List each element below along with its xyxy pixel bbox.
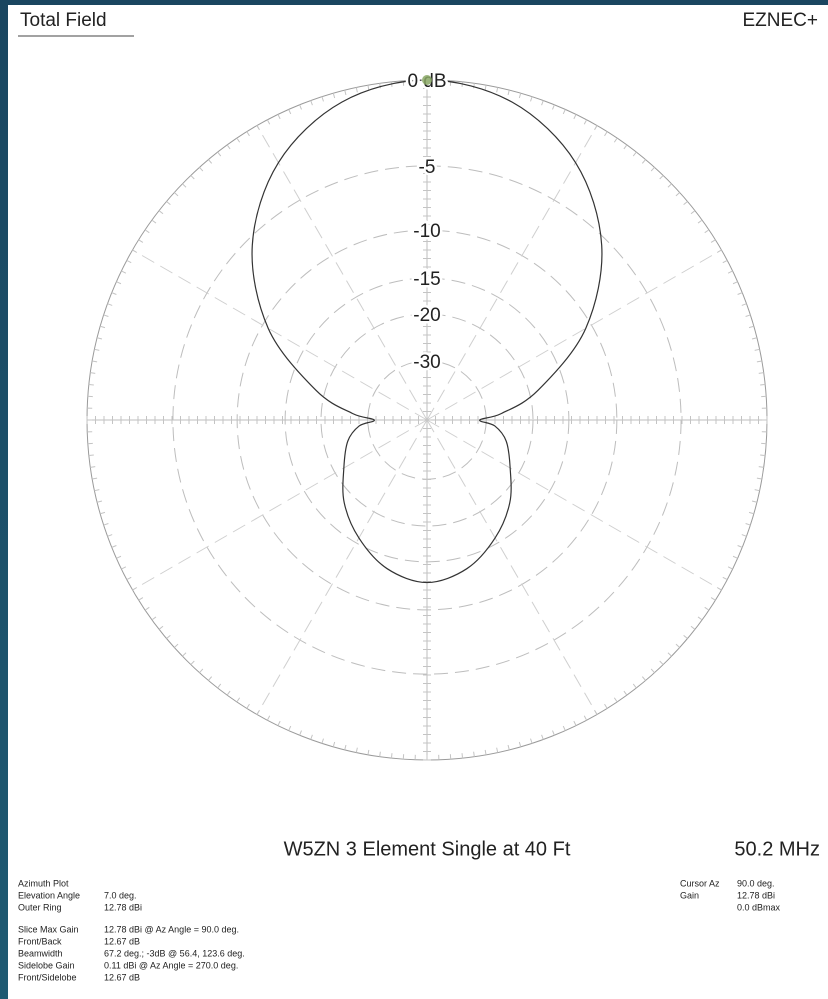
info-value: 67.2 deg.; -3dB @ 56.4, 123.6 deg. bbox=[104, 948, 245, 958]
plot-panel bbox=[8, 5, 828, 999]
cursor-value: 90.0 deg. bbox=[737, 878, 775, 888]
info-label: Outer Ring bbox=[18, 902, 62, 912]
info-label: Front/Back bbox=[18, 936, 62, 946]
info-value: 12.78 dBi bbox=[104, 902, 142, 912]
frequency: 50.2 MHz bbox=[734, 838, 820, 860]
header-left: Total Field bbox=[20, 10, 107, 31]
spoke bbox=[256, 125, 428, 421]
cursor-value: 12.78 dBi bbox=[737, 890, 775, 900]
ring-label: -5 bbox=[419, 157, 436, 178]
pattern-line bbox=[251, 79, 603, 584]
info-value: 12.67 dB bbox=[104, 936, 140, 946]
spoke bbox=[426, 419, 598, 715]
info-value: 12.78 dBi @ Az Angle = 90.0 deg. bbox=[104, 924, 239, 934]
tick-decoration bbox=[86, 79, 768, 761]
spoke bbox=[132, 249, 428, 421]
chart-title: W5ZN 3 Element Single at 40 Ft bbox=[284, 838, 571, 860]
info-label: Azimuth Plot bbox=[18, 878, 69, 888]
info-value: 0.11 dBi @ Az Angle = 270.0 deg. bbox=[104, 960, 238, 970]
cursor-label: Gain bbox=[680, 890, 699, 900]
spoke bbox=[426, 249, 722, 421]
ring-label: -10 bbox=[413, 221, 440, 242]
ring-label: -30 bbox=[413, 352, 440, 373]
info-label: Beamwidth bbox=[18, 948, 63, 958]
ring-label: -15 bbox=[413, 269, 440, 290]
info-value: 7.0 deg. bbox=[104, 890, 137, 900]
cursor bbox=[422, 75, 432, 85]
ring-label: -20 bbox=[413, 305, 440, 326]
info-label: Slice Max Gain bbox=[18, 924, 79, 934]
spoke bbox=[132, 419, 428, 591]
pattern-layer bbox=[251, 79, 603, 584]
polar-grid bbox=[86, 79, 768, 761]
cursor-value: 0.0 dBmax bbox=[737, 902, 781, 912]
info-label: Elevation Angle bbox=[18, 890, 80, 900]
spoke bbox=[426, 125, 598, 421]
info-label: Sidelobe Gain bbox=[18, 960, 75, 970]
info-label: Front/Sidelobe bbox=[18, 972, 77, 982]
info-value: 12.67 dB bbox=[104, 972, 140, 982]
spoke bbox=[426, 419, 722, 591]
spoke bbox=[256, 419, 428, 715]
cursor-label: Cursor Az bbox=[680, 878, 720, 888]
header-right: EZNEC+ bbox=[743, 10, 819, 31]
info-block: Azimuth Plot Elevation Angle 7.0 deg. Outer… bbox=[18, 878, 781, 982]
